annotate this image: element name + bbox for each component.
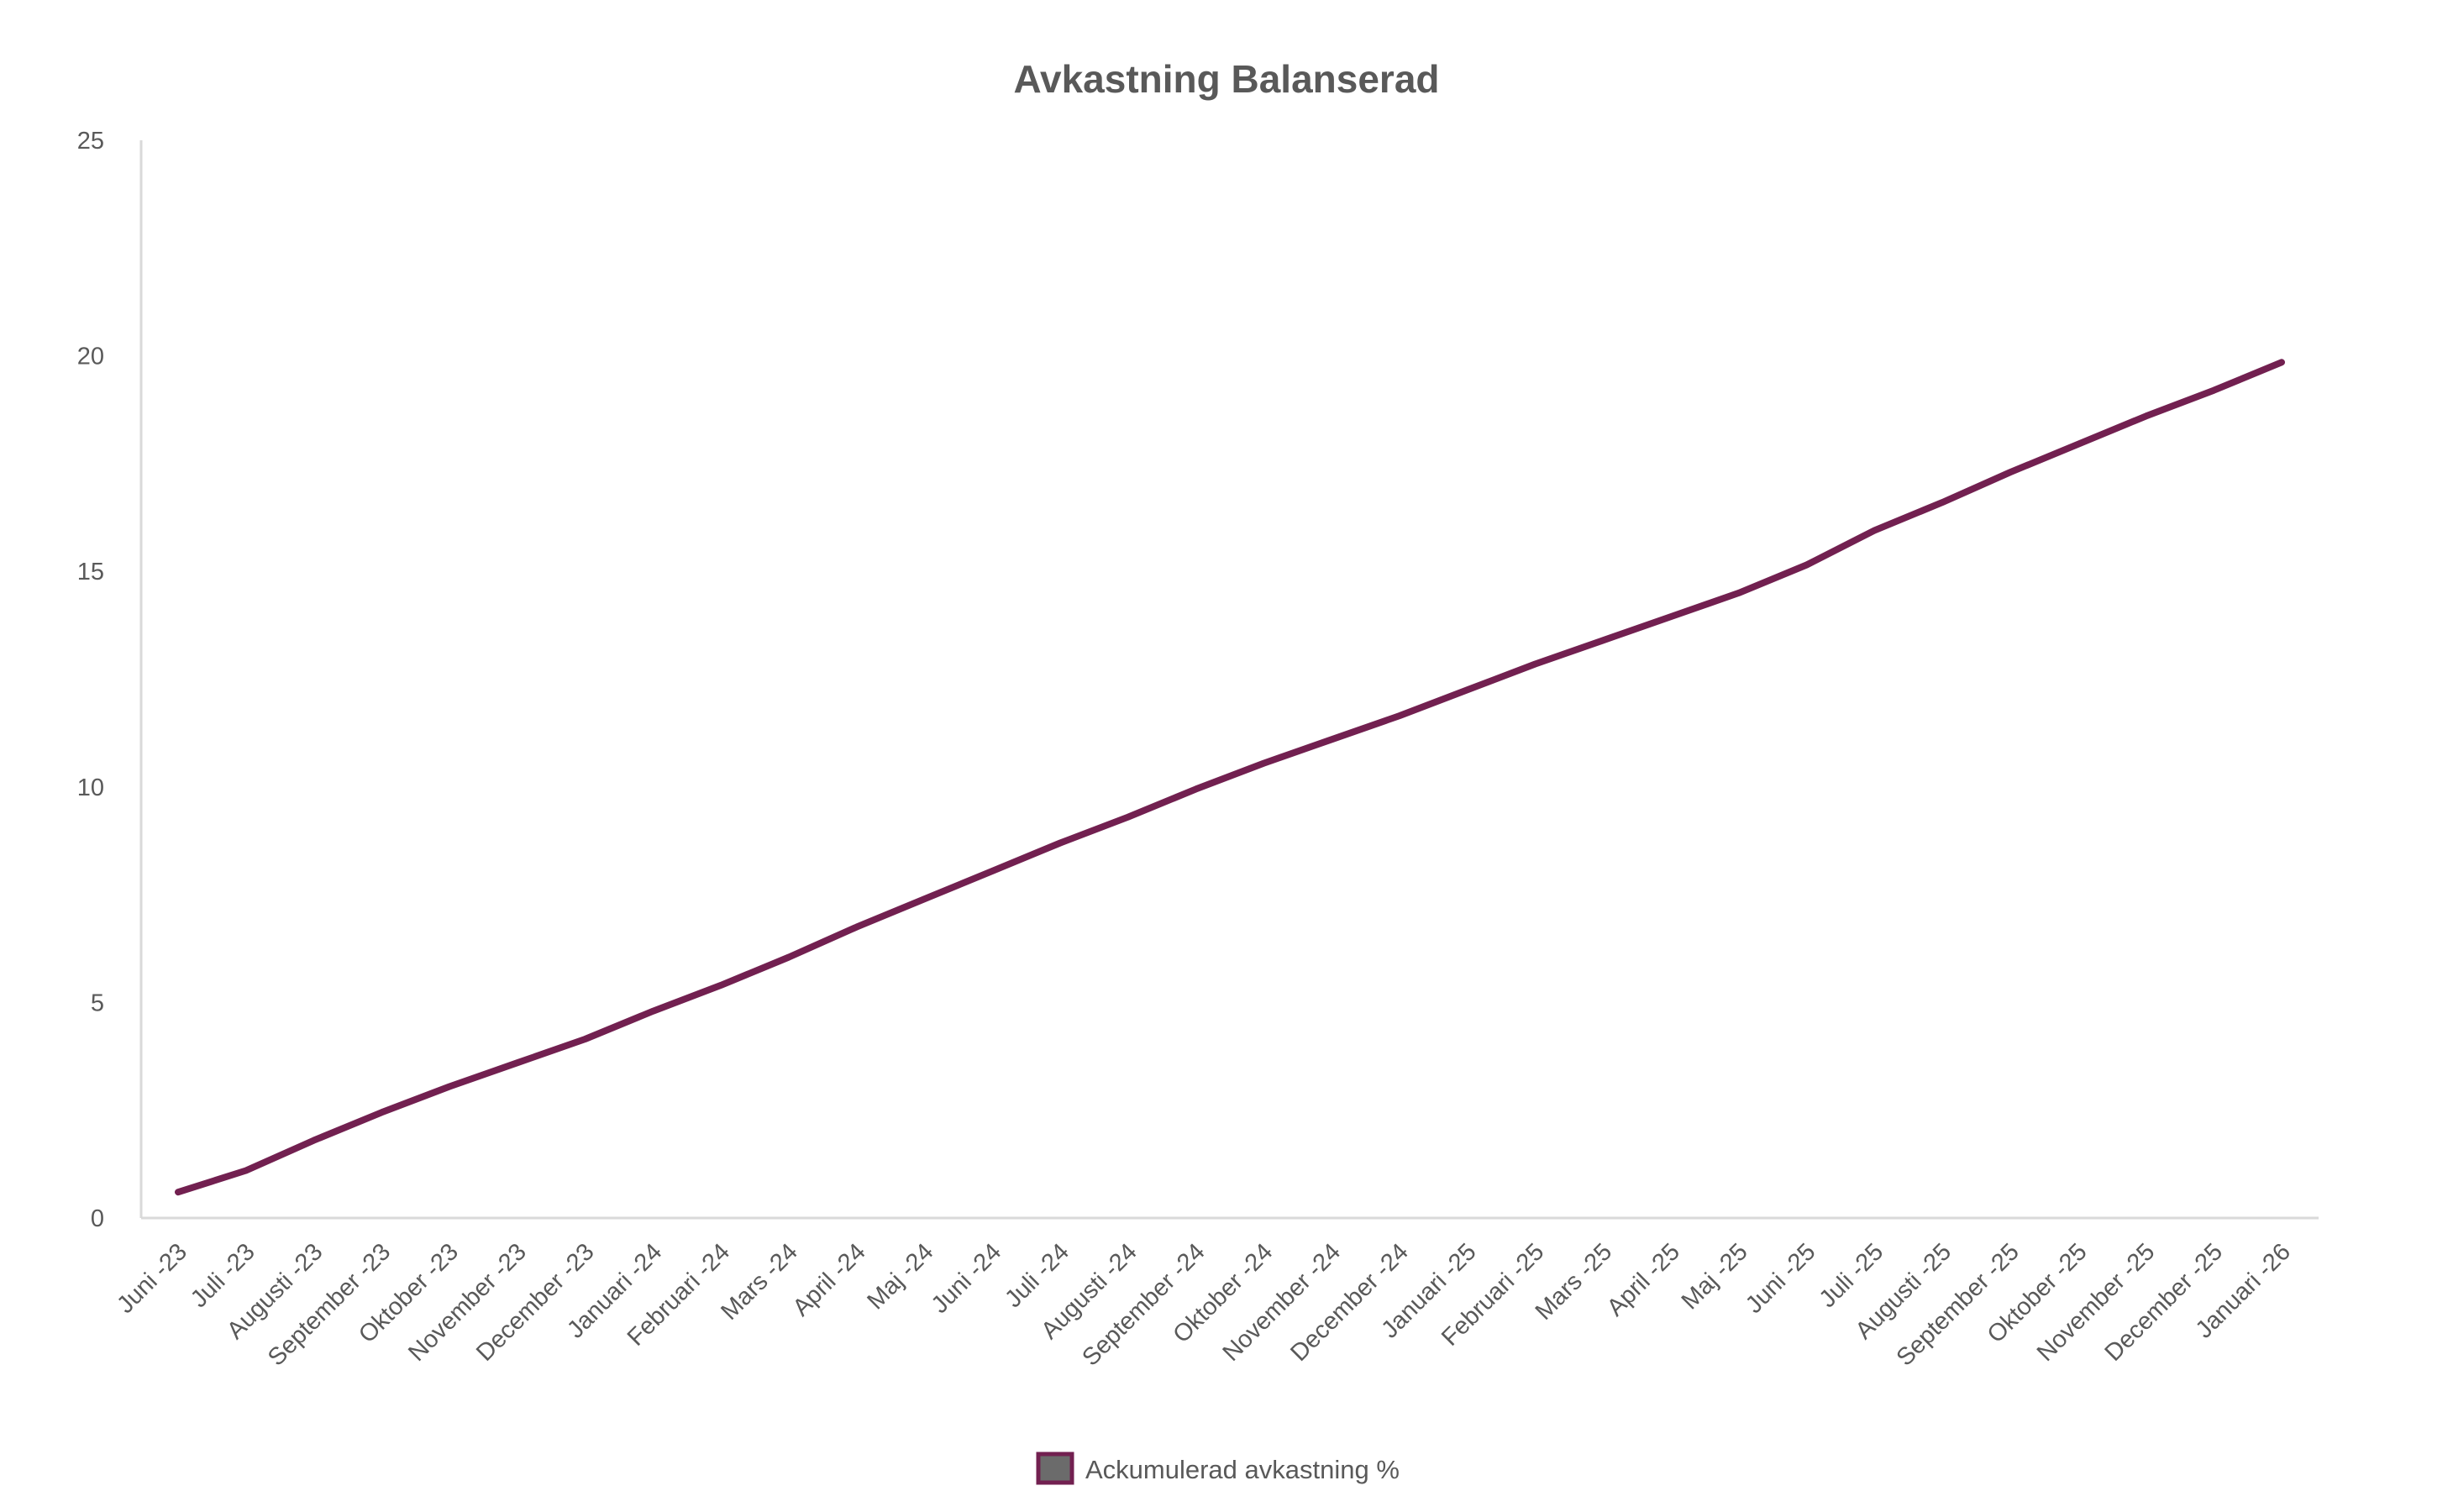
x-tick-label: April -25 bbox=[1602, 1238, 1685, 1321]
x-tick-label: Maj -25 bbox=[1677, 1238, 1753, 1315]
y-tick-label: 20 bbox=[77, 344, 104, 370]
data-point bbox=[1126, 815, 1131, 820]
data-point bbox=[2076, 442, 2081, 447]
x-tick-label: November -24 bbox=[1218, 1238, 1347, 1367]
legend-label: Ackumulerad avkastning % bbox=[1085, 1455, 1400, 1484]
data-point bbox=[1736, 591, 1741, 596]
data-point bbox=[786, 955, 791, 960]
data-point bbox=[2211, 388, 2216, 393]
series-layer bbox=[175, 359, 2285, 1196]
data-point bbox=[1532, 662, 1537, 667]
data-point bbox=[1465, 687, 1470, 692]
data-point bbox=[1261, 761, 1266, 766]
data-point bbox=[244, 1168, 249, 1173]
axes bbox=[139, 140, 2319, 1220]
data-point bbox=[1194, 786, 1199, 791]
y-tick-label: 5 bbox=[91, 990, 104, 1016]
data-point bbox=[176, 1189, 181, 1194]
y-tick-label: 15 bbox=[77, 559, 104, 585]
data-point bbox=[1600, 638, 1605, 643]
x-tick-label: December -23 bbox=[471, 1238, 600, 1367]
x-tick-label: Juni -24 bbox=[927, 1238, 1007, 1319]
data-point bbox=[990, 869, 995, 874]
x-tick-label: December -25 bbox=[2100, 1238, 2229, 1367]
data-point bbox=[1668, 614, 1673, 619]
x-tick-label: Juni -25 bbox=[1741, 1238, 1821, 1319]
x-tick-label: December -24 bbox=[1285, 1238, 1414, 1367]
data-point bbox=[1872, 528, 1877, 533]
data-point bbox=[1329, 737, 1334, 742]
data-point bbox=[1397, 713, 1402, 718]
x-tick-label: Juni -23 bbox=[112, 1238, 192, 1319]
data-point bbox=[718, 983, 723, 988]
y-tick-label: 10 bbox=[77, 774, 104, 801]
data-point bbox=[379, 1110, 384, 1115]
data-point bbox=[515, 1060, 520, 1065]
data-point bbox=[2279, 360, 2284, 365]
y-tick-label: 25 bbox=[77, 128, 104, 155]
data-point bbox=[583, 1037, 588, 1042]
x-tick-label: April -24 bbox=[788, 1238, 871, 1321]
data-point bbox=[922, 896, 927, 901]
data-point bbox=[854, 925, 859, 930]
legend: Ackumulerad avkastning % bbox=[1036, 1452, 1400, 1485]
data-point bbox=[2008, 470, 2013, 475]
x-tick-label: Maj -24 bbox=[862, 1238, 938, 1315]
series-line bbox=[175, 359, 2285, 1196]
x-tick-label: September -24 bbox=[1077, 1238, 1210, 1371]
data-point bbox=[2143, 413, 2148, 418]
data-point bbox=[447, 1084, 452, 1089]
x-tick-label: September -25 bbox=[1892, 1238, 2025, 1371]
x-tick-label: November -23 bbox=[403, 1238, 532, 1367]
y-tick-label: 0 bbox=[91, 1205, 104, 1232]
y-axis-ticks: 0 5 10 15 20 25 bbox=[77, 128, 104, 1232]
data-point bbox=[1804, 563, 1810, 568]
data-point bbox=[312, 1138, 317, 1143]
data-point bbox=[650, 1009, 655, 1014]
data-point bbox=[1940, 500, 1945, 505]
data-point bbox=[1058, 841, 1063, 846]
x-tick-label: November -25 bbox=[2032, 1238, 2161, 1367]
chart-title: Avkastning Balanserad bbox=[1013, 57, 1439, 101]
legend-swatch bbox=[1036, 1452, 1074, 1485]
x-tick-label: September -23 bbox=[263, 1238, 396, 1371]
